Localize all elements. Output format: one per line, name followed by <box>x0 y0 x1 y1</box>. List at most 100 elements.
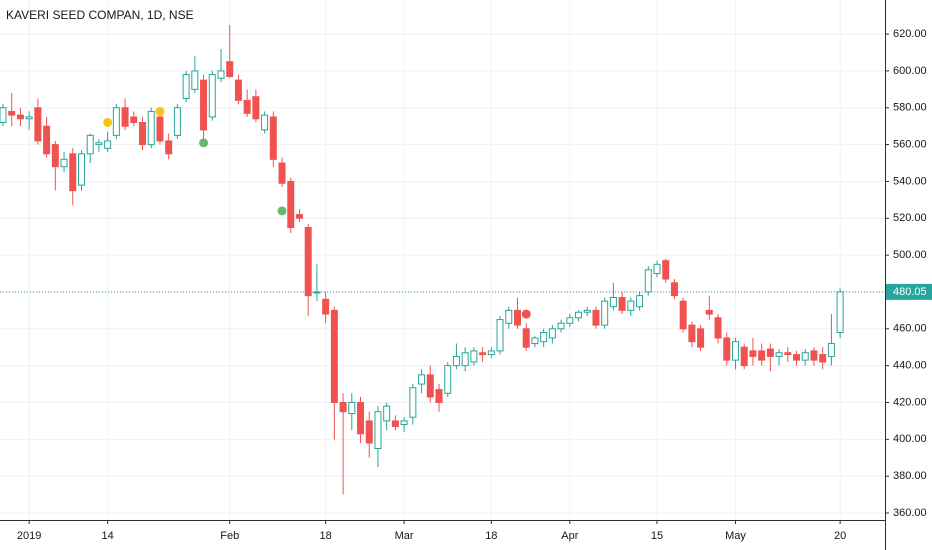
x-tick-label: Apr <box>561 530 578 542</box>
x-tick-label: 14 <box>102 530 114 542</box>
candle-body <box>200 79 208 131</box>
x-tick-label: May <box>725 530 746 542</box>
candle-body <box>43 125 51 155</box>
candle-body <box>653 263 661 275</box>
x-tick-label: Mar <box>395 530 414 542</box>
candle-body <box>121 107 129 127</box>
candle-body <box>69 153 77 192</box>
candle-body <box>513 309 521 326</box>
candle-body <box>208 74 216 118</box>
candle-body <box>60 158 68 168</box>
x-tick-label: 15 <box>651 530 663 542</box>
candle-body <box>409 387 417 418</box>
candle-body <box>662 260 670 280</box>
candle-body <box>644 269 652 293</box>
candle-body <box>383 405 391 422</box>
candle-body <box>165 140 173 155</box>
candle-body <box>269 116 277 160</box>
plot <box>0 24 885 495</box>
candle-body <box>819 354 827 363</box>
candle-body <box>723 337 731 361</box>
candle-body <box>278 162 286 184</box>
x-tick-label: Feb <box>220 530 239 542</box>
candle-body <box>130 116 138 123</box>
candle-body <box>679 300 687 330</box>
candle-body <box>313 291 321 294</box>
candle-body <box>758 350 766 361</box>
candle-body <box>25 116 33 120</box>
y-tick-label: 420.00 <box>893 396 927 408</box>
candle-body <box>0 107 7 123</box>
candle-body <box>670 282 678 297</box>
candle-body <box>627 300 635 311</box>
candle-body <box>287 180 295 228</box>
candle-body <box>261 114 269 131</box>
candle-body <box>609 296 617 308</box>
candle-body <box>34 107 42 142</box>
candle-body <box>775 352 783 357</box>
candle-body <box>243 99 251 114</box>
candle-body <box>810 350 818 361</box>
candle-body <box>592 309 600 326</box>
candle-body <box>540 331 548 343</box>
candle-body <box>339 401 347 413</box>
candle-body <box>322 298 330 315</box>
candle-body <box>234 79 242 101</box>
candle-body <box>496 319 504 352</box>
x-tick-label: 18 <box>320 530 332 542</box>
candle-body <box>139 121 147 146</box>
candle-body <box>575 311 583 319</box>
signal-dot <box>103 117 113 127</box>
y-tick-label: 380.00 <box>893 470 927 482</box>
candle-body <box>740 346 748 367</box>
y-tick-label: 400.00 <box>893 433 927 445</box>
candle-body <box>836 291 844 333</box>
candle-body <box>566 317 574 324</box>
candle-body <box>304 226 312 297</box>
candle-body <box>16 114 24 120</box>
candle-body <box>217 70 225 79</box>
candle-body <box>357 401 365 435</box>
candle-body <box>784 352 792 356</box>
candle-body <box>365 420 373 444</box>
candle-body <box>705 309 713 315</box>
candle-body <box>479 352 487 356</box>
signal-dot <box>199 138 209 148</box>
signal-dot <box>521 309 531 319</box>
y-tick-label: 440.00 <box>893 360 927 372</box>
candle-body <box>156 116 164 142</box>
candle-body <box>330 309 338 403</box>
y-tick-label: 460.00 <box>893 323 927 335</box>
candle-body <box>531 337 539 345</box>
candle-body <box>618 296 626 311</box>
x-tick-label: 20 <box>834 530 846 542</box>
chart-title: KAVERI SEED COMPAN, 1D, NSE <box>6 8 194 22</box>
signal-dot <box>155 106 165 116</box>
y-tick-label: 620.00 <box>893 28 927 40</box>
candle-body <box>697 328 705 348</box>
candle-body <box>348 401 356 415</box>
candle-body <box>714 317 722 339</box>
candle-body <box>147 110 155 146</box>
candle-body <box>688 324 696 343</box>
candle-body <box>731 341 739 361</box>
candle-body <box>391 420 399 427</box>
candle-body <box>112 107 120 136</box>
y-tick-label: 500.00 <box>893 249 927 261</box>
candle-body <box>827 343 835 357</box>
y-tick-label: 560.00 <box>893 139 927 151</box>
x-tick-label: 2019 <box>17 530 41 542</box>
candle-body <box>461 352 469 367</box>
signal-dot <box>277 206 287 216</box>
candle-body <box>252 96 260 120</box>
candle-body <box>444 365 452 394</box>
candle-body <box>557 322 565 330</box>
y-tick-label: 360.00 <box>893 507 927 519</box>
y-tick-label: 600.00 <box>893 65 927 77</box>
candle-body <box>548 328 556 339</box>
candle-body <box>749 350 757 357</box>
candle-body <box>636 295 644 308</box>
candle-body <box>505 309 513 324</box>
